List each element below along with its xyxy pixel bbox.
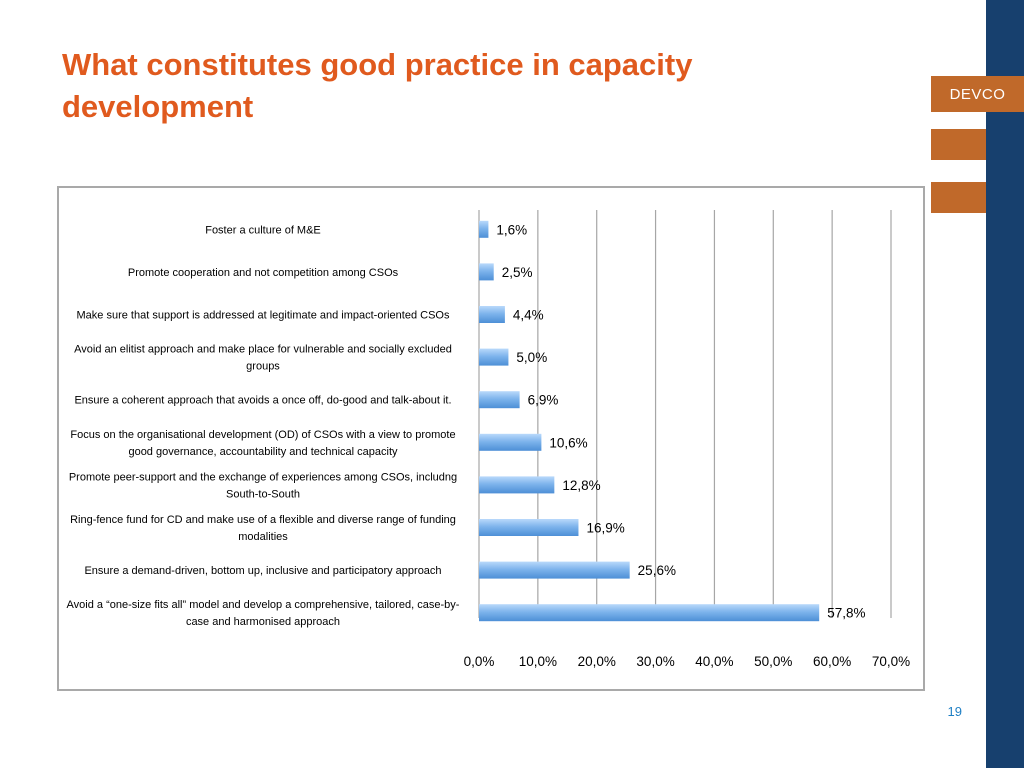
bar-8 (479, 561, 630, 579)
category-label-1: Promote cooperation and not competition … (128, 267, 399, 279)
category-label-9-line-1: Avoid a “one-size fits all” model and de… (67, 599, 460, 611)
category-label-7-line-1: Ring-fence fund for CD and make use of a… (70, 514, 456, 526)
data-label-6: 12,8% (562, 478, 600, 493)
chart-frame: 0,0% 10,0% 20,0% 30,0% 40,0% 50,0% 60,0% 70,0% 1… (57, 186, 925, 691)
bar-2 (479, 306, 505, 323)
bar-1 (479, 263, 494, 281)
category-label-9-line-2: case and harmonised approach (186, 616, 340, 628)
category-label-5-line-1: Focus on the organisational development … (70, 429, 455, 441)
data-label-3: 5,0% (516, 350, 547, 365)
category-label-7-line-2: modalities (238, 531, 288, 543)
data-label-2: 4,4% (513, 308, 544, 323)
category-label-4: Ensure a coherent approach that avoids a… (74, 395, 451, 407)
data-label-4: 6,9% (528, 393, 559, 408)
x-tick-label-7: 70,0% (872, 654, 910, 669)
bar-9 (479, 604, 820, 622)
x-tick-label-0: 0,0% (464, 654, 495, 669)
category-label-3-line-1: Avoid an elitist approach and make place… (74, 344, 452, 356)
data-label-8: 25,6% (638, 563, 676, 578)
decorative-block-2 (931, 182, 986, 213)
x-tick-label-4: 40,0% (695, 654, 733, 669)
category-label-8: Ensure a demand-driven, bottom up, inclu… (84, 565, 441, 577)
category-label-5-line-2: good governance, accountability and tech… (128, 446, 398, 458)
category-label-2: Make sure that support is addressed at l… (77, 310, 450, 322)
brand-band (986, 0, 1024, 768)
category-label-3-line-2: groups (246, 361, 280, 373)
slide-title: What constitutes good practice in capaci… (62, 44, 802, 128)
x-tick-label-2: 20,0% (578, 654, 616, 669)
x-tick-label-5: 50,0% (754, 654, 792, 669)
bar-7 (479, 519, 579, 536)
decorative-block-1 (931, 129, 986, 160)
bar-4 (479, 391, 520, 409)
data-label-0: 1,6% (496, 222, 527, 237)
page-number: 19 (947, 704, 962, 719)
data-label-7: 16,9% (586, 521, 624, 536)
brand-label: DEVCO (949, 85, 1006, 103)
x-tick-label-1: 10,0% (519, 654, 557, 669)
bar-chart: 0,0% 10,0% 20,0% 30,0% 40,0% 50,0% 60,0% 70,0% 1… (67, 210, 910, 669)
slide-title-line-1: What constitutes good practice in capaci… (62, 47, 693, 82)
brand-tab: DEVCO (931, 76, 1024, 112)
x-tick-label-6: 60,0% (813, 654, 851, 669)
data-label-5: 10,6% (549, 435, 587, 450)
data-label-1: 2,5% (502, 265, 533, 280)
x-tick-label-3: 30,0% (636, 654, 674, 669)
bar-6 (479, 476, 555, 494)
bar-0 (479, 220, 489, 238)
data-label-9: 57,8% (827, 606, 865, 621)
slide-title-line-2: development (62, 89, 254, 124)
bar-5 (479, 433, 542, 451)
bar-3 (479, 348, 509, 366)
category-label-0: Foster a culture of M&E (205, 224, 321, 236)
category-label-6-line-1: Promote peer-support and the exchange of… (69, 471, 457, 483)
category-label-6-line-2: South-to-South (226, 488, 300, 500)
